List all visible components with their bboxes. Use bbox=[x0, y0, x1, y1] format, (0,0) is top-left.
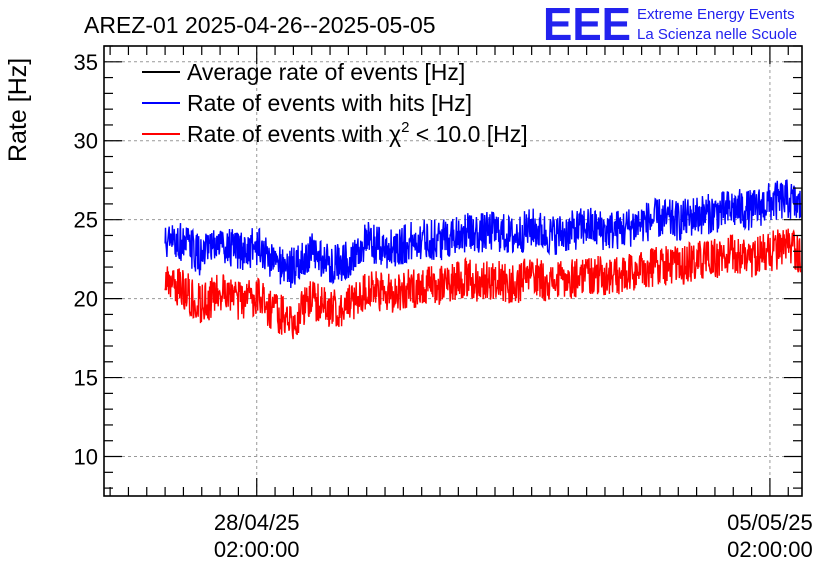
tick-labels: 10152025303528/04/2502:00:0005/05/2502:0… bbox=[74, 50, 813, 562]
x-tick-label-date: 05/05/25 bbox=[727, 510, 813, 535]
legend-chi2-symbol: χ bbox=[389, 121, 401, 147]
legend-label-chi2: Rate of events with χ2 < 10.0 [Hz] bbox=[187, 119, 528, 147]
y-tick-label: 15 bbox=[74, 366, 98, 391]
logo-mark: EEE bbox=[543, 0, 631, 50]
logo-line-1: Extreme Energy Events bbox=[637, 6, 795, 23]
plot-frame bbox=[103, 45, 803, 497]
legend-chi2-sup: 2 bbox=[401, 119, 409, 136]
legend: Average rate of events [Hz] Rate of even… bbox=[142, 59, 528, 147]
y-tick-label: 35 bbox=[74, 50, 98, 75]
legend-chi2-prefix: Rate of events with bbox=[187, 121, 389, 147]
x-tick-label-time: 02:00:00 bbox=[727, 537, 813, 562]
legend-label-average: Average rate of events [Hz] bbox=[187, 59, 465, 85]
logo-line-2: La Scienza nelle Scuole bbox=[637, 26, 797, 43]
x-tick-label-date: 28/04/25 bbox=[214, 510, 300, 535]
y-tick-label: 30 bbox=[74, 129, 98, 154]
x-tick-label-time: 02:00:00 bbox=[214, 537, 300, 562]
series-line-1 bbox=[164, 179, 802, 289]
series-line-2 bbox=[164, 228, 802, 340]
eee-logo: EEE Extreme Energy Events La Scienza nel… bbox=[543, 0, 797, 50]
y-tick-label: 10 bbox=[74, 445, 98, 470]
y-tick-label: 20 bbox=[74, 287, 98, 312]
y-tick-label: 25 bbox=[74, 208, 98, 233]
chart-title: AREZ-01 2025-04-26--2025-05-05 bbox=[84, 12, 436, 38]
legend-chi2-suffix: < 10.0 [Hz] bbox=[409, 121, 527, 147]
axes bbox=[103, 45, 803, 497]
y-axis-label: Rate [Hz] bbox=[4, 58, 32, 162]
legend-label-hits: Rate of events with hits [Hz] bbox=[187, 90, 472, 116]
series-layer bbox=[164, 179, 802, 340]
